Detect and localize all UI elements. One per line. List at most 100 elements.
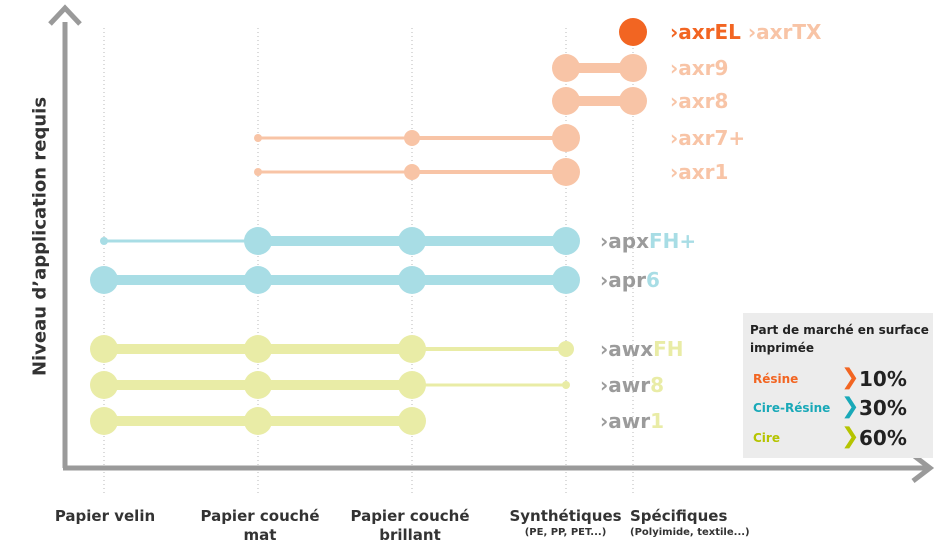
market-share-row-cire: Cire ❯ 60% xyxy=(753,424,928,452)
series-point xyxy=(90,335,118,363)
market-share-panel: Part de marché en surface imprimée Résin… xyxy=(743,313,933,458)
x-category-main: Papier couché mat xyxy=(200,507,320,544)
x-category-main: Spécifiques xyxy=(630,507,728,525)
series-point xyxy=(244,371,272,399)
market-share-value: 60% xyxy=(859,426,907,450)
series-awr1 xyxy=(90,407,426,435)
market-share-name: Cire xyxy=(753,431,780,445)
series-axr7- xyxy=(254,124,580,152)
series-point xyxy=(619,18,647,46)
series-point xyxy=(398,371,426,399)
series-label-part: axr xyxy=(678,126,714,150)
x-category-label: Papier couché brillant xyxy=(345,507,475,545)
series-awxfh xyxy=(90,335,574,363)
series-point xyxy=(552,227,580,255)
series-point xyxy=(404,130,420,146)
series-label: ›apr6 xyxy=(600,268,660,292)
x-category-label: Papier couché mat xyxy=(195,507,325,545)
series-label-part: 1 xyxy=(650,409,664,433)
series-label-part: 6 xyxy=(646,268,660,292)
series-axrel-axrtx xyxy=(619,18,647,46)
series-axr9 xyxy=(552,54,647,82)
market-share-value: 10% xyxy=(859,367,907,391)
market-share-value: 30% xyxy=(859,396,907,420)
series-point xyxy=(90,266,118,294)
series-label-part: apr xyxy=(608,268,646,292)
chevron-right-icon: › xyxy=(670,126,678,150)
series-point xyxy=(244,407,272,435)
series-label: ›axr9 xyxy=(670,56,728,80)
series-point xyxy=(552,54,580,82)
x-axis-arrow-icon xyxy=(911,453,935,483)
series-label-part: 1 xyxy=(715,160,729,184)
market-share-name: Résine xyxy=(753,372,799,386)
series-point xyxy=(398,335,426,363)
series-point xyxy=(244,266,272,294)
series-label: ›awxFH xyxy=(600,337,684,361)
chevron-right-icon: ❯ xyxy=(841,365,860,390)
series-label-part xyxy=(741,20,748,44)
x-category-label: Synthétiques (PE, PP, PET...) xyxy=(503,507,628,539)
series-point xyxy=(398,407,426,435)
series-point xyxy=(254,168,262,176)
x-category-main: Papier couché brillant xyxy=(350,507,470,544)
x-category-main: Papier velin xyxy=(54,507,156,525)
series-label: ›axr1 xyxy=(670,160,728,184)
series-label-part: FH+ xyxy=(649,229,696,253)
series-point xyxy=(100,237,108,245)
chevron-right-icon: › xyxy=(600,268,608,292)
series-label-part: TX xyxy=(792,20,822,44)
chevron-right-icon: › xyxy=(748,20,756,44)
series-point xyxy=(552,87,580,115)
chevron-right-icon: ❯ xyxy=(841,394,860,419)
series-point xyxy=(619,54,647,82)
series-point xyxy=(398,227,426,255)
series-label: ›axr8 xyxy=(670,89,728,113)
series-point xyxy=(398,266,426,294)
series-label-part: awr xyxy=(608,409,650,433)
series-label-part: 8 xyxy=(715,89,729,113)
chevron-right-icon: › xyxy=(600,373,608,397)
series-label-part: awr xyxy=(608,373,650,397)
market-share-row-resine: Résine ❯ 10% xyxy=(753,365,928,393)
series-label-part: 9 xyxy=(715,56,729,80)
x-category-label: Spécifiques (Polyimide, textile...) xyxy=(630,507,790,539)
series-label: ›awr1 xyxy=(600,409,664,433)
series-point xyxy=(244,227,272,255)
series-label: ›axr7+ xyxy=(670,126,745,150)
series-point xyxy=(558,341,574,357)
chevron-right-icon: › xyxy=(670,89,678,113)
chevron-right-icon: › xyxy=(670,56,678,80)
series-point xyxy=(404,164,420,180)
series-axr1 xyxy=(254,158,580,186)
series-label-part: axr xyxy=(756,20,792,44)
series-point xyxy=(254,134,262,142)
x-category-sub: (Polyimide, textile...) xyxy=(630,527,750,538)
series-label-part: axr xyxy=(678,160,714,184)
series-label-part: axr xyxy=(678,20,714,44)
series-point xyxy=(552,158,580,186)
chevron-right-icon: › xyxy=(600,337,608,361)
series-marks xyxy=(90,18,647,435)
series-point xyxy=(552,266,580,294)
market-share-name: Cire-Résine xyxy=(753,401,831,415)
y-axis-arrow-icon xyxy=(48,4,82,26)
series-point xyxy=(90,407,118,435)
market-share-title: Part de marché en surface imprimée xyxy=(750,323,929,355)
x-category-sub: (PE, PP, PET...) xyxy=(524,527,607,538)
y-axis-label: Niveau d’application requis xyxy=(29,96,51,377)
series-label: ›apxFH+ xyxy=(600,229,696,253)
chevron-right-icon: › xyxy=(600,409,608,433)
chevron-right-icon: ❯ xyxy=(841,424,860,449)
series-label-part: 8 xyxy=(650,373,664,397)
series-apxfh- xyxy=(100,227,580,255)
series-point xyxy=(552,124,580,152)
series-point xyxy=(562,381,570,389)
series-point xyxy=(619,87,647,115)
series-label-part: 7+ xyxy=(715,126,746,150)
chevron-right-icon: › xyxy=(670,20,678,44)
chevron-right-icon: › xyxy=(600,229,608,253)
series-point xyxy=(90,371,118,399)
axes xyxy=(48,4,935,483)
